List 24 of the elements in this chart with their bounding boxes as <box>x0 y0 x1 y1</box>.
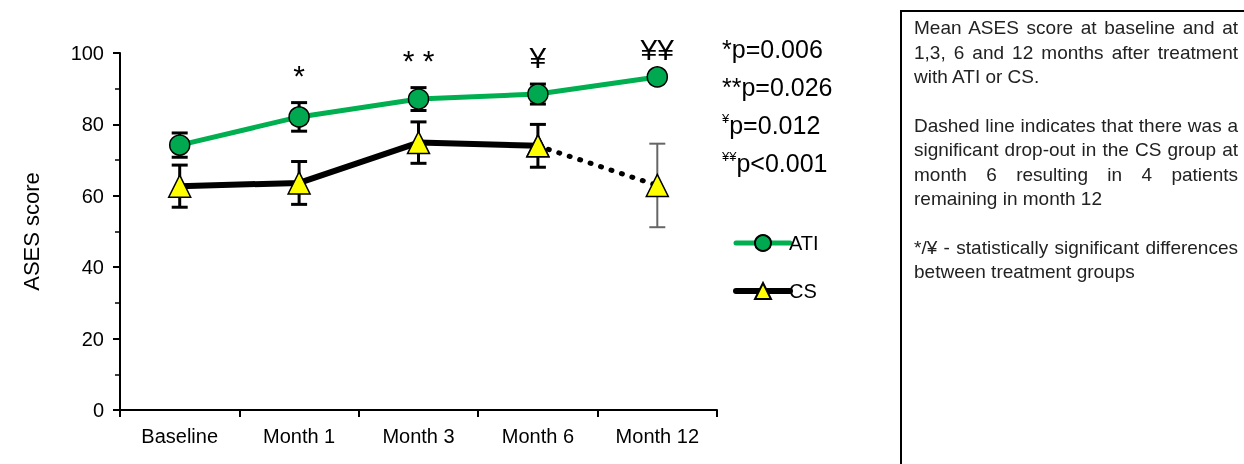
x-tick-label: Month 3 <box>382 425 455 447</box>
legend-label: ATI <box>789 232 819 254</box>
x-tick-label: Month 6 <box>501 425 575 447</box>
text: *p=0.006 <box>722 34 823 63</box>
y-tick-label: 20 <box>81 327 104 350</box>
annotation: * <box>293 59 306 93</box>
x-tick-label: Month 1 <box>262 425 336 447</box>
y-tick-label: 0 <box>92 399 104 421</box>
y-tick-label: 60 <box>81 184 104 207</box>
text: Dashed line indicates that there was a significant drop-out in the CS group at month 6 resulting in 4 patients remaining in month 12 <box>914 113 1238 211</box>
annotation: ¥ <box>528 40 547 74</box>
text: */¥ - statistically significant differences between treatment groups <box>914 235 1238 284</box>
y-tick-label: 40 <box>81 256 104 279</box>
annotation: ¥¥ <box>639 33 675 67</box>
y-tick-label: 80 <box>81 113 104 136</box>
text: ¥¥p<0.001 <box>721 148 828 177</box>
annotation: * * <box>402 44 435 78</box>
x-tick-label: Baseline <box>141 425 219 447</box>
x-tick-label: Month 12 <box>615 425 699 447</box>
text: **p=0.026 <box>722 72 833 101</box>
text: Mean ASES score at baseline and at 1,3, 6 and 12 months after treatment with ATI or CS. <box>914 16 1238 89</box>
text: ¥p=0.012 <box>721 110 821 139</box>
y-tick-label: 100 <box>70 42 104 64</box>
y-axis-title: ASES score <box>18 172 44 291</box>
